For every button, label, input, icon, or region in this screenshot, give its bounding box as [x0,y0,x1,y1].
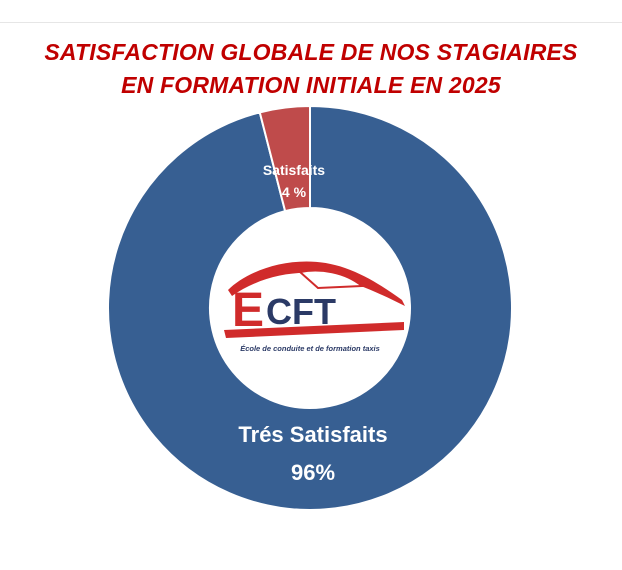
chart-title: SATISFACTION GLOBALE DE NOS STAGIAIRES E… [0,36,622,102]
top-divider [0,22,622,23]
ecft-logo: E CFT École de conduite et de formation … [224,261,405,353]
slice-labels: Trés Satisfaits 96% Satisfaits 4 % [238,162,387,485]
logo-letter-e: E [232,284,264,337]
slice-satisfaits [258,104,311,213]
chart-title-line-1: SATISFACTION GLOBALE DE NOS STAGIAIRES [44,39,578,65]
slice-label-0: Trés Satisfaits [238,422,387,447]
logo-subtitle: École de conduite et de formation taxis [240,344,380,353]
slice-value-0: 96% [291,460,335,485]
car-roof-swoosh [228,261,405,306]
car-body-line [224,322,404,338]
slice-tr-s-satisfaits [107,104,513,511]
slice-label-1: Satisfaits [263,162,325,178]
slice-value-1: 4 % [282,184,307,200]
logo-letters-cft: CFT [266,291,336,332]
car-window [297,269,365,290]
chart-title-line-2: EN FORMATION INITIALE EN 2025 [121,72,501,98]
donut-slices [107,104,513,511]
